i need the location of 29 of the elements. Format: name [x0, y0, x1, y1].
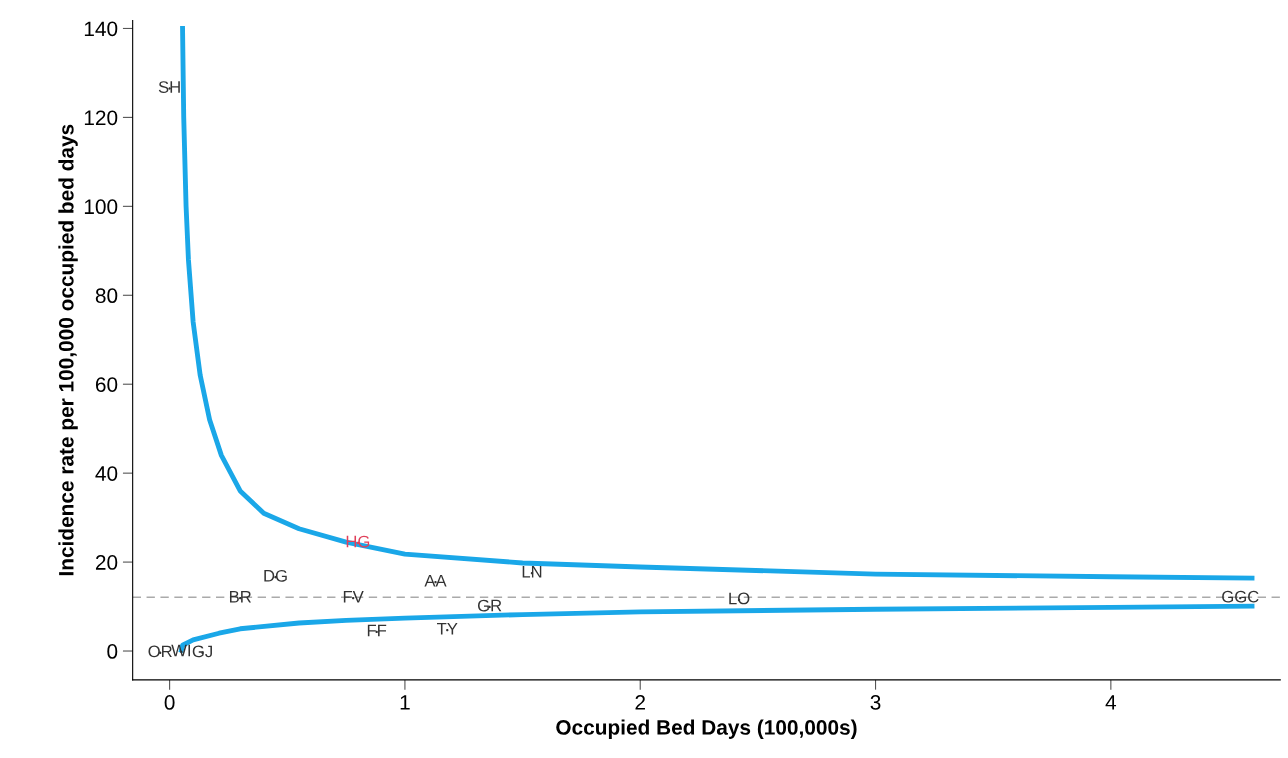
- data-label: FF: [367, 624, 387, 637]
- data-label: GR: [477, 599, 502, 612]
- y-axis-title: Incidence rate per 100,000 occupied bed days: [58, 124, 78, 576]
- y-tick-label: 0: [107, 644, 118, 659]
- data-label: LO: [729, 592, 750, 605]
- data-label: WI: [171, 644, 191, 657]
- data-label: TY: [437, 622, 458, 635]
- y-tick-label: 60: [95, 377, 118, 392]
- y-tick-label: 100: [84, 199, 118, 215]
- data-label: GGC: [1222, 590, 1259, 603]
- data-label: LN: [522, 566, 542, 578]
- x-axis-title: Occupied Bed Days (100,000s): [556, 719, 857, 739]
- data-label: BR: [229, 590, 251, 603]
- x-tick-label: 1: [400, 695, 410, 710]
- data-label: GJ: [192, 645, 212, 658]
- y-tick-label: 120: [84, 110, 118, 126]
- data-label: OR: [148, 645, 172, 658]
- x-tick-label: 4: [1105, 695, 1117, 710]
- y-tick-label: 20: [95, 555, 118, 570]
- x-tick-label: 3: [870, 695, 881, 710]
- x-tick-label: 0: [164, 695, 175, 710]
- data-label: SH: [158, 81, 180, 93]
- y-tick-label: 140: [84, 21, 118, 37]
- data-label: FV: [343, 590, 364, 603]
- data-label: AA: [424, 574, 447, 587]
- y-tick-label: 40: [95, 466, 118, 481]
- x-tick-label: 2: [635, 695, 645, 710]
- data-label: DG: [264, 569, 287, 582]
- y-tick-label: 80: [95, 288, 118, 304]
